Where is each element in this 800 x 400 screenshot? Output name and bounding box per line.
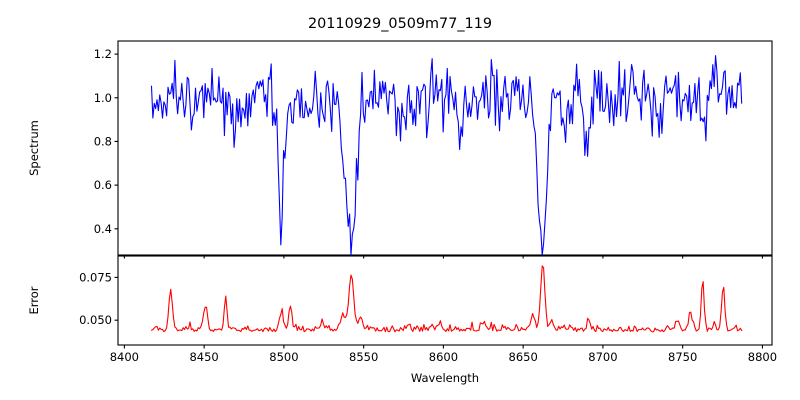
spectrum-ytick-label: 0.4 — [94, 222, 112, 236]
error-xtick-label: 8750 — [668, 350, 697, 364]
error-axes-frame — [117, 255, 773, 346]
spectrum-ytick-label: 1.2 — [94, 47, 112, 61]
spectrum-axes-frame — [117, 40, 773, 256]
error-xtick-label: 8700 — [588, 350, 617, 364]
x-axis-label: Wavelength — [411, 371, 479, 385]
error-xtick-label: 8500 — [269, 350, 298, 364]
error-xtick-label: 8450 — [189, 350, 218, 364]
error-xtick-label: 8600 — [429, 350, 458, 364]
spectrum-y-axis-label: Spectrum — [27, 120, 41, 176]
error-y-axis-label: Error — [27, 286, 41, 314]
error-xtick-label: 8550 — [349, 350, 378, 364]
error-xtick-label: 8650 — [509, 350, 538, 364]
error-ytick-label: 0.050 — [79, 313, 112, 327]
error-xtick-label: 8400 — [110, 350, 139, 364]
error-panel: 0.050 0.075 8400 8450 8500 8550 8600 8650 8700 87… — [27, 255, 777, 364]
error-data-line — [150, 265, 743, 333]
error-ytick-label: 0.075 — [79, 270, 112, 284]
spectrum-ytick-label: 0.8 — [94, 134, 112, 148]
spectrum-data-line — [150, 55, 743, 256]
spectrum-ytick-label: 0.6 — [94, 178, 112, 192]
chart-title: 20110929_0509m77_119 — [308, 16, 492, 32]
spectrum-ytick-label: 1.0 — [94, 91, 112, 105]
error-xtick-label: 8800 — [748, 350, 777, 364]
